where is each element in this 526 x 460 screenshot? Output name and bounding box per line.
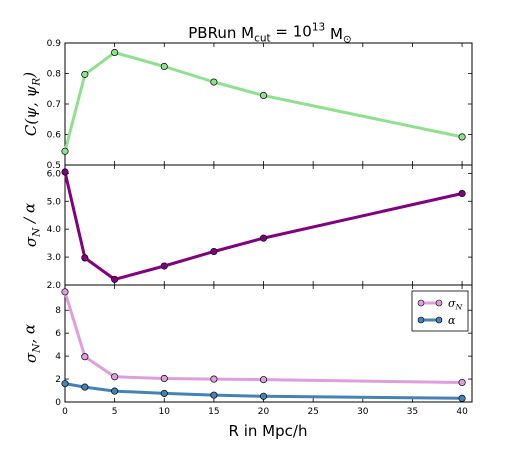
y-tick-label: 6 [55, 329, 61, 339]
legend-swatch-marker [417, 316, 425, 324]
data-point [81, 353, 89, 361]
panel-2: 2.0 3.0 4.0 5.0 6.0 σN​ / α [20, 164, 473, 291]
data-point [458, 378, 466, 387]
panel-3: 0 2 4 6 8 0 5 10 15 20 25 30 35 40 σN​, α σN​ α [20, 284, 473, 417]
data-point [160, 374, 168, 383]
y-axis-label-group: σN​ / α [20, 203, 42, 247]
legend-swatch-marker [435, 299, 443, 307]
plot-frame [64, 42, 473, 166]
title-subscript: cut [254, 33, 271, 45]
y-tick-label: 4 [55, 352, 61, 362]
x-tick-label: 30 [357, 407, 369, 417]
x-tick-label: 35 [407, 407, 418, 417]
y-axis-label-group: σN​, α [20, 324, 42, 363]
y-axis-label: σN​, α [20, 324, 42, 363]
y-axis-label-subscript: R [31, 78, 43, 87]
panel-1: 0.5 0.6 0.7 0.8 0.9 C(ψ, ψR​) [20, 39, 473, 171]
data-point [210, 78, 218, 86]
data-point [259, 392, 268, 400]
data-point [160, 62, 168, 71]
series-line [63, 291, 463, 384]
legend-label: σN​ [448, 297, 463, 312]
legend-label-subscript: N [455, 303, 463, 312]
figure-title: PBRun Mcut​ = 1013​ M⊙​ [188, 22, 351, 46]
y-tick-label: 0.7 [47, 100, 61, 110]
y-axis-label-text: ) [20, 72, 38, 79]
data-point [61, 380, 69, 388]
x-tick-label: 20 [258, 407, 270, 417]
data-point [61, 288, 69, 296]
data-point [259, 91, 268, 100]
y-tick-label: 6.0 [47, 169, 62, 179]
data-point [210, 391, 218, 399]
data-point [458, 394, 466, 402]
data-point [111, 275, 119, 283]
title: PBRun Mcut​ = 1013​ M⊙​ [188, 22, 351, 46]
y-tick-label: 8 [55, 306, 61, 316]
title-subscript: ⊙ [343, 34, 352, 46]
y-tick-label: 2 [55, 375, 61, 385]
data-point [61, 168, 69, 176]
plot-frame [64, 164, 473, 286]
y-axis-label-group: C(ψ, ψR​) [20, 72, 42, 136]
title-text: PBRun M [188, 24, 254, 42]
x-tick-label: 25 [307, 407, 318, 417]
y-tick-label: 3.0 [47, 253, 62, 263]
series-line [63, 171, 463, 281]
x-tick-label: 40 [456, 407, 468, 417]
y-tick-label: 0.9 [47, 39, 62, 49]
data-point [111, 373, 119, 381]
x-tick-label: 5 [112, 407, 118, 417]
legend-swatch-marker [435, 316, 443, 324]
legend-label: α [448, 314, 456, 327]
data-point [81, 70, 89, 78]
y-tick-label: 0.5 [47, 161, 61, 171]
data-point [458, 189, 466, 198]
data-point [210, 375, 218, 383]
y-axis-label: C(ψ, ψR​) [20, 72, 42, 136]
y-tick-label: 0.8 [47, 70, 62, 80]
data-point [111, 48, 119, 57]
y-axis-label-text: , α [20, 324, 38, 344]
legend-label-text: σ [448, 297, 456, 310]
y-tick-label: 0 [55, 398, 61, 408]
y-tick-label: 2.0 [47, 281, 62, 291]
title-superscript: 13 [312, 22, 325, 34]
legend-swatch-marker [417, 299, 425, 307]
y-axis-label-subscript: N [31, 343, 43, 354]
title-text: M [325, 25, 343, 43]
y-axis-label-text: σ [22, 236, 40, 247]
data-point [458, 133, 466, 141]
legend: σN​ α [411, 290, 469, 332]
plot-frame [64, 284, 473, 403]
data-point [259, 234, 268, 242]
legend-label-text: α [448, 314, 456, 327]
y-tick-label: 5.0 [47, 197, 62, 207]
data-point [81, 254, 89, 262]
data-point [160, 262, 168, 270]
y-axis-label-text: / α [20, 203, 38, 228]
y-axis-label-text: C(ψ, ψ [22, 85, 40, 136]
x-tick-label: 15 [208, 407, 219, 417]
x-tick-label: 10 [159, 407, 171, 417]
y-axis-label-text: σ [22, 352, 40, 363]
x-tick-label: 0 [62, 407, 68, 417]
data-point [81, 383, 89, 391]
y-tick-label: 4.0 [47, 225, 62, 235]
data-point [160, 389, 168, 397]
title-text: = 10 [271, 22, 312, 40]
data-point [61, 147, 69, 155]
data-point [111, 387, 119, 395]
data-point [210, 247, 218, 256]
series-line [63, 51, 463, 152]
y-axis-label-subscript: N [31, 227, 43, 238]
y-axis-label: σN​ / α [20, 203, 42, 247]
y-tick-label: 0.6 [47, 131, 62, 141]
legend-box [411, 290, 469, 332]
panels: 0.5 0.6 0.7 0.8 0.9 C(ψ, ψR​) 2.0 3.0 4.0 5.0 6.0 σ… [20, 39, 473, 417]
x-axis-label: R in Mpc/h [229, 422, 308, 440]
data-point [259, 376, 268, 384]
